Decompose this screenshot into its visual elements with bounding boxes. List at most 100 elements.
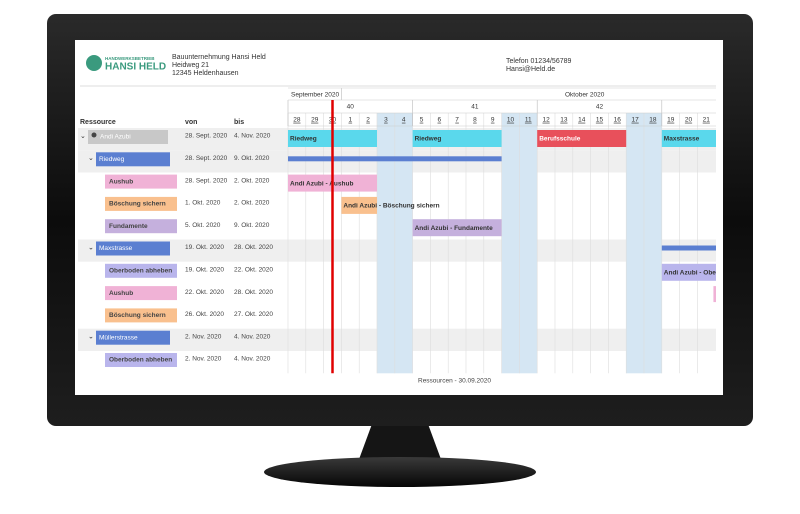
- day-label: 13: [560, 117, 568, 124]
- resource-box: [105, 263, 177, 278]
- date-from: 22. Okt. 2020: [185, 289, 224, 296]
- screen-content: HANDWERKSBETRIEB HANSI HELD Bauunternehm…: [78, 54, 716, 385]
- task-label: Riedweg: [415, 136, 442, 143]
- day-label: 11: [525, 117, 532, 124]
- day-label: 6: [437, 117, 441, 124]
- day-label: 15: [596, 117, 604, 124]
- resource-name: Oberboden abheben: [109, 357, 172, 364]
- street: Heidweg 21: [172, 62, 209, 69]
- task-bar: [412, 130, 502, 147]
- date-from: 19. Okt. 2020: [185, 267, 224, 274]
- day-label: 9: [491, 117, 495, 124]
- week-label: 40: [347, 104, 355, 111]
- date-to: 28. Okt. 2020: [234, 244, 273, 251]
- expand-arrow: ⌄: [80, 133, 86, 140]
- week-label: 42: [596, 104, 604, 111]
- task-bar: [412, 219, 502, 237]
- person-icon: [91, 132, 97, 138]
- day-label: 19: [667, 117, 675, 124]
- day-label: 10: [507, 117, 515, 124]
- day-label: 3: [384, 117, 388, 124]
- date-from: 5. Okt. 2020: [185, 222, 221, 229]
- day-label: 14: [578, 117, 586, 124]
- resource-box: [105, 286, 177, 301]
- date-from: 2. Nov. 2020: [185, 333, 222, 340]
- task-bar: [713, 286, 716, 303]
- col-header: von: [185, 119, 197, 126]
- day-label: 8: [473, 117, 477, 124]
- col-header: bis: [234, 119, 244, 126]
- task-bar: [341, 196, 377, 214]
- date-to: 4. Nov. 2020: [234, 333, 271, 340]
- date-to: 27. Okt. 2020: [234, 311, 273, 318]
- date-to: 28. Okt. 2020: [234, 289, 273, 296]
- day-label: 17: [631, 117, 639, 124]
- col-header: Ressource: [80, 119, 116, 126]
- resource-box: [105, 174, 177, 189]
- monitor-base: [264, 457, 536, 487]
- month-label: September 2020: [291, 92, 339, 99]
- city: 12345 Heldenhausen: [172, 70, 239, 77]
- task-label: Andi Azubi - Obe: [664, 270, 716, 277]
- email: Hansi@Held.de: [506, 66, 555, 73]
- date-to: 4. Nov. 2020: [234, 133, 271, 140]
- task-label: Berufsschule: [539, 136, 581, 143]
- resource-box: [105, 196, 177, 211]
- task-label: Andi Azubi - Aushub: [290, 180, 353, 187]
- date-from: 19. Okt. 2020: [185, 244, 224, 251]
- resource-name: Riedweg: [99, 156, 125, 163]
- expand-arrow: ⌄: [88, 155, 94, 162]
- company: Bauunternehmung Hansi Held: [172, 54, 266, 61]
- day-label: 2: [366, 117, 370, 124]
- resource-name: Böschung sichern: [109, 312, 166, 319]
- resource-name: Andi Azubi: [100, 134, 131, 141]
- day-label: 21: [703, 117, 711, 124]
- task-label: Maxstrasse: [664, 136, 700, 143]
- month-label: Oktober 2020: [565, 92, 605, 99]
- footer: Ressourcen - 30.09.2020: [418, 378, 491, 385]
- date-from: 28. Sept. 2020: [185, 177, 228, 184]
- task-label: Riedweg: [290, 136, 317, 143]
- resource-box: [105, 308, 177, 323]
- resource-name: Böschung sichern: [109, 201, 166, 208]
- day-label: 1: [348, 117, 352, 124]
- task-label: Andi Azubi - Fundamente: [415, 225, 493, 232]
- resource-name: Oberboden abheben: [109, 268, 172, 275]
- day-label: 18: [649, 117, 657, 124]
- date-from: 2. Nov. 2020: [185, 356, 222, 363]
- resource-box: [105, 353, 177, 367]
- week-label: 41: [471, 104, 479, 111]
- date-from: 28. Sept. 2020: [185, 133, 228, 140]
- date-from: 28. Sept. 2020: [185, 155, 228, 162]
- logo-icon: [86, 55, 102, 71]
- resource-name: Fundamente: [109, 223, 148, 230]
- phone: Telefon 01234/56789: [506, 58, 571, 65]
- date-to: 9. Okt. 2020: [234, 155, 270, 162]
- task-bar: [661, 263, 716, 281]
- summary-bar: [661, 245, 716, 251]
- date-to: 2. Okt. 2020: [234, 200, 270, 207]
- day-label: 28: [293, 117, 301, 124]
- task-bar: [537, 130, 627, 147]
- date-from: 1. Okt. 2020: [185, 200, 221, 207]
- resource-box: [105, 219, 177, 234]
- day-label: 4: [402, 117, 406, 124]
- date-to: 22. Okt. 2020: [234, 267, 273, 274]
- day-label: 20: [685, 117, 693, 124]
- logo-small: HANDWERKSBETRIEB: [105, 56, 155, 61]
- resource-box: [88, 130, 168, 144]
- resource-name: Müllerstrasse: [99, 334, 138, 341]
- resource-name: Aushub: [109, 178, 133, 185]
- logo-big: HANSI HELD: [105, 62, 166, 73]
- task-bar: [661, 130, 716, 147]
- expand-arrow: ⌄: [88, 244, 94, 251]
- task-label: Andi Azubi - Böschung sichern: [343, 203, 439, 210]
- day-label: 16: [614, 117, 622, 124]
- summary-bar: [288, 156, 502, 162]
- day-label: 29: [311, 117, 319, 124]
- monitor-neck: [358, 424, 442, 462]
- date-to: 4. Nov. 2020: [234, 356, 271, 363]
- resource-box: [96, 152, 170, 167]
- date-to: 9. Okt. 2020: [234, 222, 270, 229]
